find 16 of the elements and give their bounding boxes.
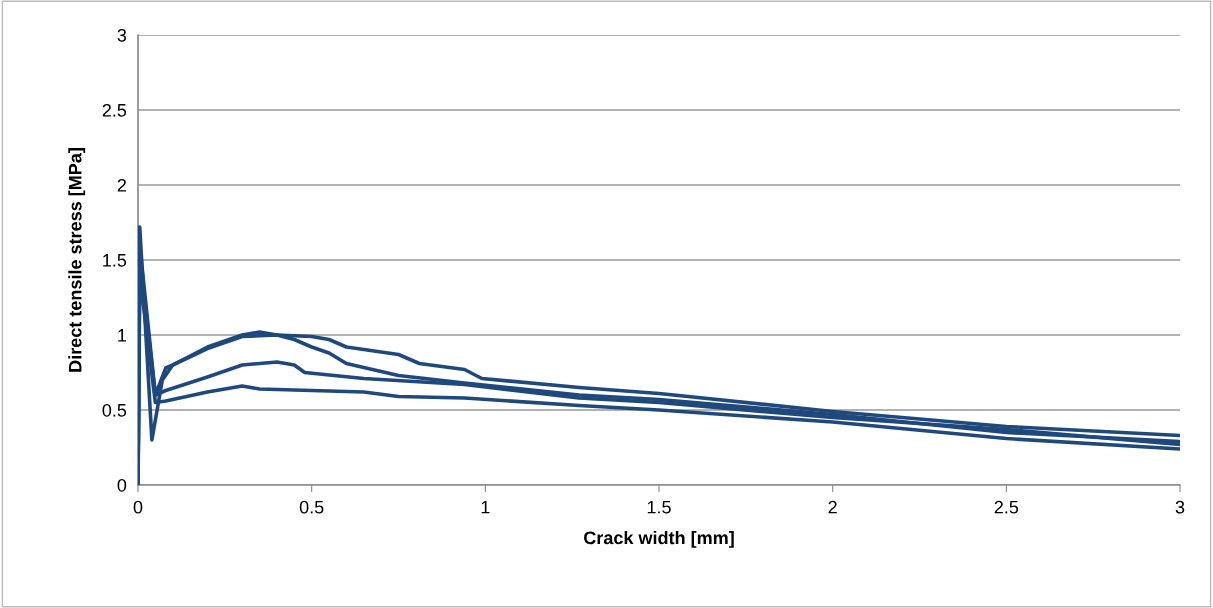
y-axis-title: Direct tensile stress [MPa] <box>68 148 86 372</box>
x-tick-label: 0.5 <box>299 500 324 514</box>
y-tick-label: 2.5 <box>102 103 127 117</box>
x-tick-label: 3 <box>1175 500 1185 514</box>
x-axis-title: Crack width [mm] <box>584 531 734 548</box>
y-tick-label: 1 <box>118 329 127 342</box>
y-tick-label: 3 <box>117 28 127 42</box>
x-tick-label: 0 <box>133 500 143 514</box>
y-tick-label: 1.5 <box>103 254 127 267</box>
y-tick-label: 2 <box>117 178 126 192</box>
y-tick-label: 0 <box>117 478 127 492</box>
y-tick-label: 0.5 <box>102 403 127 417</box>
x-tick-label: 1 <box>481 500 490 514</box>
x-tick-label: 2.5 <box>994 500 1019 514</box>
x-tick-label: 2 <box>828 500 837 514</box>
x-tick-label: 1.5 <box>647 500 671 514</box>
